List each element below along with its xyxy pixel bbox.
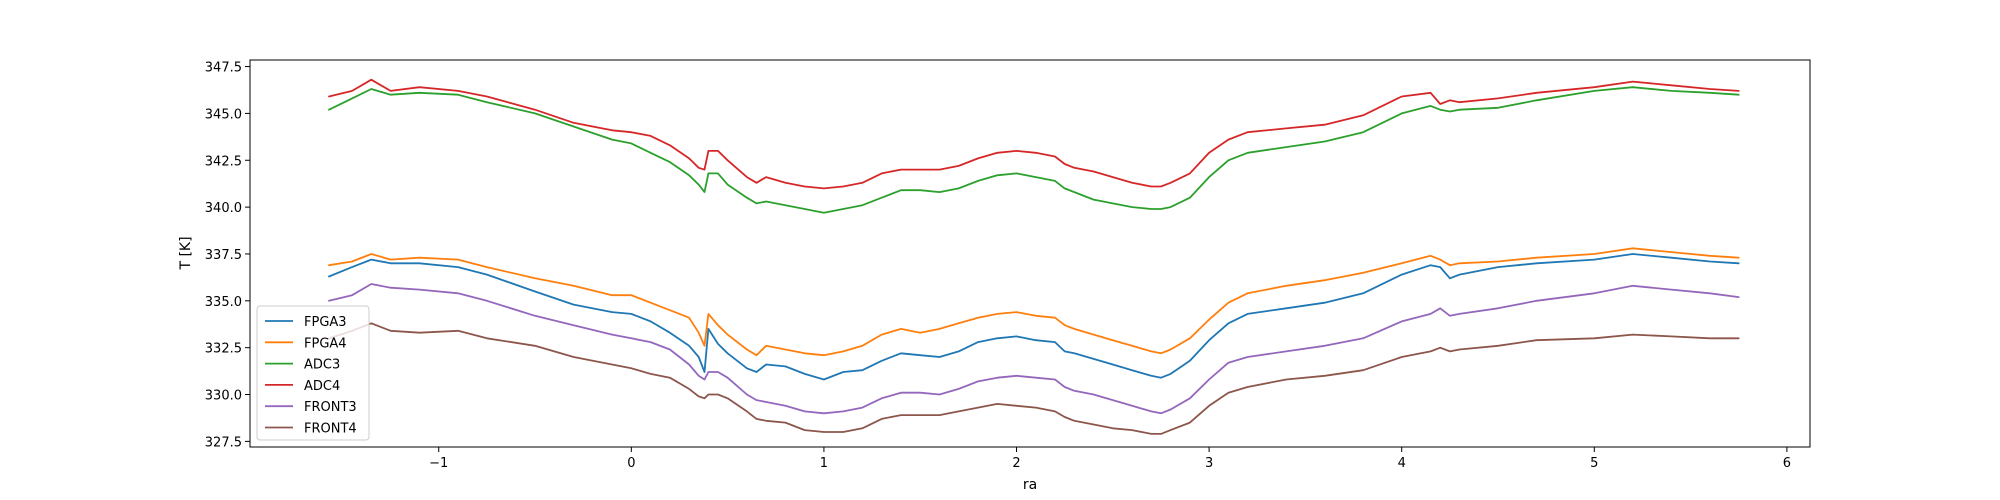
legend-label-fpga3: FPGA3 <box>304 315 347 330</box>
series-line-front3 <box>328 283 1740 415</box>
series-lines <box>328 78 1740 435</box>
series-line-adc4 <box>328 78 1740 190</box>
x-tick-label: 4 <box>1398 456 1406 471</box>
x-tick-label: 5 <box>1590 456 1598 471</box>
x-tick-label: 0 <box>627 456 635 471</box>
series-line-adc3 <box>328 86 1740 214</box>
legend: FPGA3 FPGA4 ADC3 ADC4 FRONT3 FRONT4 <box>256 305 370 441</box>
series-line-fpga3 <box>328 253 1740 381</box>
x-tick-label: 1 <box>820 456 828 471</box>
x-axis-ticks: −1 0 1 2 3 4 5 6 <box>429 447 1791 471</box>
y-axis-label: T [K] <box>178 236 194 270</box>
plot-area <box>249 59 1811 448</box>
y-tick-label: 335.0 <box>205 295 242 310</box>
series-line-fpga4 <box>328 247 1740 357</box>
y-tick-label: 337.5 <box>205 248 242 263</box>
y-tick-label: 332.5 <box>205 342 242 357</box>
y-tick-label: 342.5 <box>205 154 242 169</box>
y-tick-label: 347.5 <box>205 61 242 76</box>
legend-label-front4: FRONT4 <box>304 422 357 437</box>
x-tick-label: 6 <box>1783 456 1791 471</box>
y-tick-label: 330.0 <box>205 389 242 404</box>
y-tick-label: 327.5 <box>205 435 242 450</box>
y-tick-label: 345.0 <box>205 107 242 122</box>
y-axis-ticks: 327.5 330.0 332.5 335.0 337.5 340.0 342.5 345.0… <box>205 61 250 450</box>
x-tick-label: 2 <box>1012 456 1020 471</box>
y-tick-label: 340.0 <box>205 201 242 216</box>
legend-label-adc4: ADC4 <box>304 379 340 394</box>
series-line-front4 <box>328 322 1740 435</box>
x-tick-label: −1 <box>429 456 448 471</box>
legend-label-front3: FRONT3 <box>304 400 357 415</box>
x-axis-label: ra <box>1023 477 1037 493</box>
x-tick-label: 3 <box>1205 456 1213 471</box>
legend-label-adc3: ADC3 <box>304 358 340 373</box>
legend-label-fpga4: FPGA4 <box>304 336 347 351</box>
